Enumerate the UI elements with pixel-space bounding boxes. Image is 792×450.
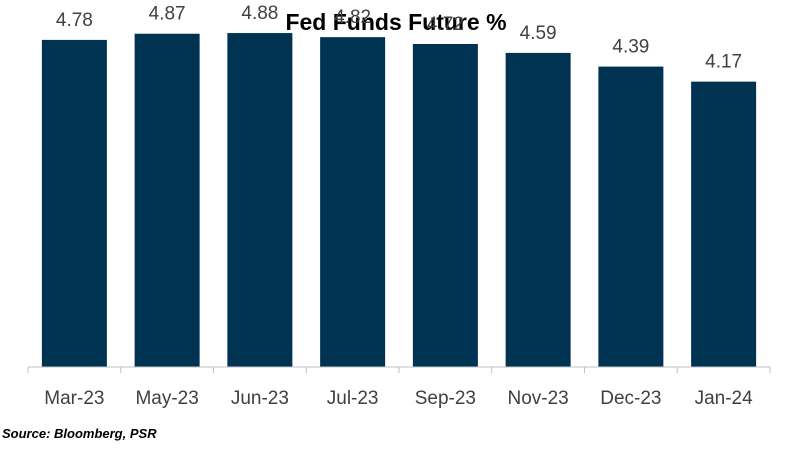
x-tick-label: May-23 xyxy=(135,388,198,409)
bars-layer xyxy=(41,33,757,368)
bar-mar-23 xyxy=(41,39,107,367)
chart-title: Fed Funds Future % xyxy=(285,9,507,35)
data-label: 4.87 xyxy=(149,4,186,25)
x-tick-label: Jul-23 xyxy=(327,388,379,409)
x-axis-ticks xyxy=(27,367,771,373)
bar-may-23 xyxy=(134,33,200,367)
bar-jan-24 xyxy=(691,81,757,367)
data-label: 4.59 xyxy=(520,23,557,44)
bar-nov-23 xyxy=(505,52,571,368)
data-label: 4.17 xyxy=(705,52,742,73)
x-tick-label: Dec-23 xyxy=(600,388,661,409)
data-label: 4.88 xyxy=(241,3,278,24)
x-axis-labels: Mar-23 May-23 Jun-23 Jul-23 Sep-23 Nov-23 Dec-… xyxy=(44,388,753,409)
data-label: 4.78 xyxy=(56,10,93,31)
bar-jul-23 xyxy=(320,37,386,367)
bar-sep-23 xyxy=(412,44,478,368)
data-label: 4.72 xyxy=(427,14,464,35)
x-tick-label: Sep-23 xyxy=(415,388,476,409)
x-tick-label: Jan-24 xyxy=(695,388,754,409)
data-label: 4.82 xyxy=(334,7,371,28)
bar-jun-23 xyxy=(227,33,293,367)
x-tick-label: Mar-23 xyxy=(44,388,104,409)
x-tick-label: Jun-23 xyxy=(231,388,289,409)
x-tick-label: Nov-23 xyxy=(508,388,569,409)
data-label: 4.39 xyxy=(612,37,649,58)
bar-dec-23 xyxy=(598,66,664,367)
source-note: Source: Bloomberg, PSR xyxy=(2,426,157,441)
data-labels-layer: 4.78 4.87 4.88 4.82 4.72 4.59 4.39 4.17 xyxy=(56,3,742,73)
